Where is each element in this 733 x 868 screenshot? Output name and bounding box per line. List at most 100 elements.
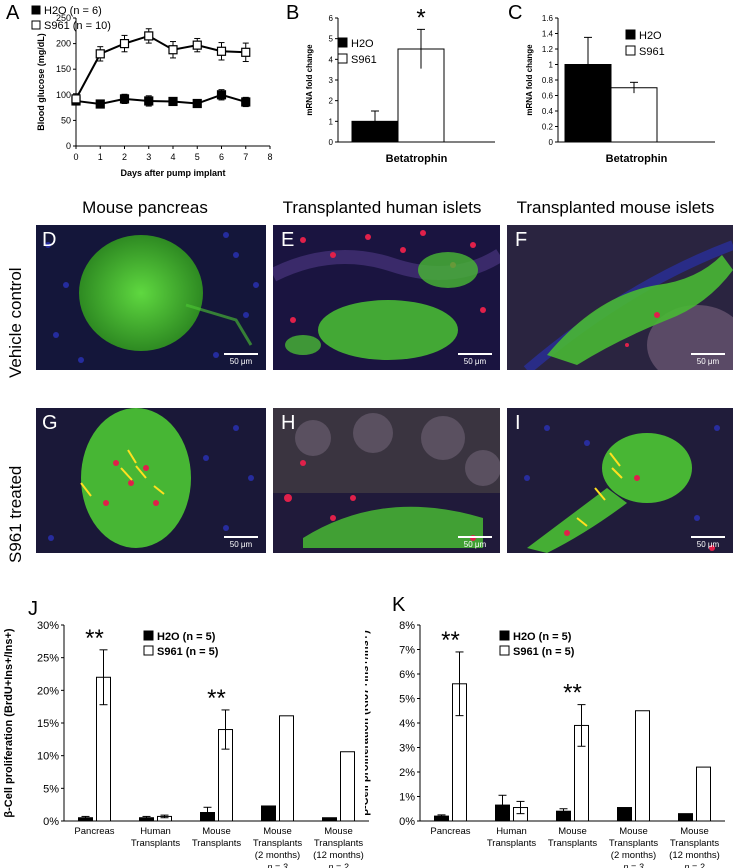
data-point <box>241 97 251 107</box>
bar <box>279 715 294 822</box>
micrograph-f: 50 μm F <box>507 225 733 370</box>
x-tick-label: 1 <box>98 152 103 162</box>
legend-swatch <box>337 37 348 48</box>
legend-swatch <box>143 630 154 641</box>
scale-bar-h: 50 μm <box>458 536 492 549</box>
chart-k: 0% 1% 2% 3% 4% 5% 6% 7% 8% β-Cell proliferation (… <box>365 620 725 868</box>
y-tick-label: 2% <box>399 767 415 779</box>
micrograph-g: 50 μm G <box>36 408 266 553</box>
x-category-label: Pancreas <box>74 826 114 837</box>
legend-label: S961 (n = 5) <box>157 646 219 658</box>
x-axis-label: Betatrophin <box>606 153 668 165</box>
y-tick-label: 6 <box>329 14 334 23</box>
data-point <box>95 49 105 59</box>
y-tick-label: 1.4 <box>542 30 554 39</box>
panel-label-j: J <box>28 598 38 620</box>
micrograph-d-image <box>36 225 266 370</box>
chart-j: 0% 5% 10% 15% 20% 25% 30% β-Cell proliferation … <box>3 620 369 868</box>
n-label: n = 2 <box>328 862 348 868</box>
bar <box>340 751 355 822</box>
y-tick-label: 30% <box>37 620 59 632</box>
x-category-label: Transplants <box>253 838 303 849</box>
chart-a: 0 50 100 150 200 250 0 1 2 3 4 5 6 7 8 Days after pump … <box>31 5 273 178</box>
row-title-s961: S961 treated <box>6 465 25 563</box>
legend-swatch <box>31 5 41 15</box>
panel-label-b: B <box>286 2 300 24</box>
legend-swatch <box>499 630 510 641</box>
scale-bar-f: 50 μm <box>691 353 725 366</box>
x-category-label: (12 months) <box>313 850 364 861</box>
y-tick-label: 0 <box>329 138 334 147</box>
x-category-label: Transplants <box>487 838 537 849</box>
x-tick-label: 0 <box>73 152 78 162</box>
legend-label: H2O (n = 5) <box>157 631 216 643</box>
x-tick-label: 6 <box>219 152 224 162</box>
micrograph-i-image <box>507 408 733 553</box>
data-point <box>192 98 202 109</box>
x-category-label: (2 months) <box>255 850 300 861</box>
y-tick-label: 0.8 <box>542 76 554 85</box>
x-category-label: Human <box>140 826 171 837</box>
panel-label-g: G <box>42 412 58 434</box>
legend-swatch <box>625 45 636 56</box>
y-tick-label: 3% <box>399 743 415 755</box>
n-label: n = 2 <box>684 862 704 868</box>
x-category-label: Human <box>496 826 527 837</box>
scale-bar-d: 50 μm <box>224 353 258 366</box>
panel-label-i: I <box>515 412 521 434</box>
legend-label: S961 <box>351 54 377 66</box>
significance-marker: ** <box>85 625 104 652</box>
y-tick-label: 2 <box>329 97 334 106</box>
x-tick-label: 8 <box>267 152 272 162</box>
y-tick-label: 150 <box>56 64 71 74</box>
bar <box>322 817 337 822</box>
y-tick-label: 1% <box>399 792 415 804</box>
x-axis-label: Betatrophin <box>386 153 448 165</box>
y-axis-label: mRNA fold change <box>305 44 314 116</box>
x-category-label: Transplants <box>670 838 720 849</box>
y-tick-label: 4% <box>399 718 415 730</box>
panel-label-e: E <box>281 229 295 251</box>
data-point <box>192 40 202 50</box>
n-label: n = 3 <box>623 862 643 868</box>
legend-label: S961 (n = 10) <box>44 20 111 32</box>
column-title-human-islets: Transplanted human islets <box>282 198 482 217</box>
y-tick-label: 4 <box>329 55 334 64</box>
y-tick-label: 0.6 <box>542 92 554 101</box>
significance-marker: * <box>416 4 425 31</box>
x-category-label: Transplants <box>314 838 364 849</box>
y-tick-label: 8% <box>399 620 415 632</box>
y-tick-label: 250 <box>56 13 71 23</box>
x-tick-label: 5 <box>195 152 200 162</box>
y-tick-label: 1 <box>549 61 554 70</box>
significance-marker: ** <box>563 680 582 707</box>
x-category-label: (12 months) <box>669 850 720 861</box>
x-category-label: Transplants <box>609 838 659 849</box>
data-point <box>168 96 178 107</box>
y-tick-label: 25% <box>37 653 59 665</box>
y-tick-label: 5% <box>43 783 59 795</box>
y-tick-label: 0% <box>43 816 59 828</box>
data-point <box>95 99 105 109</box>
micrograph-f-image <box>507 225 733 370</box>
y-tick-label: 5 <box>329 35 334 44</box>
x-tick-label: 7 <box>243 152 248 162</box>
data-point <box>241 47 251 57</box>
bar <box>696 766 711 822</box>
micrograph-h-image <box>273 408 500 553</box>
x-category-label: Transplants <box>131 838 181 849</box>
x-tick-label: 3 <box>146 152 151 162</box>
legend-swatch <box>499 645 510 656</box>
legend-label: S961 (n = 5) <box>513 646 575 658</box>
y-tick-label: 0 <box>549 138 554 147</box>
legend-label: H2O (n = 5) <box>513 631 572 643</box>
panel-label-d: D <box>42 229 57 251</box>
y-tick-label: 50 <box>61 115 71 125</box>
legend-label: H2O (n = 6) <box>44 5 102 17</box>
bar <box>635 710 650 822</box>
x-category-label: Mouse <box>324 826 353 837</box>
data-point <box>216 90 227 100</box>
y-tick-label: 10% <box>37 751 59 763</box>
scale-bar-g: 50 μm <box>224 536 258 549</box>
legend-label: H2O <box>639 30 662 42</box>
